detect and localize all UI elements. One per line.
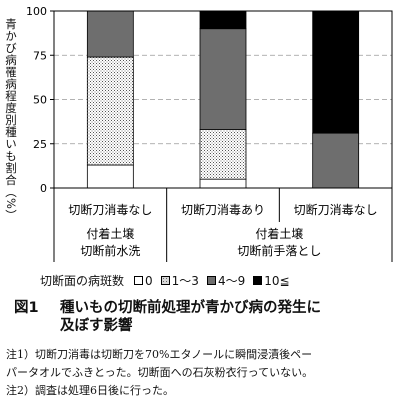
x-tick-label-2: 切断刀消毒なし bbox=[294, 202, 378, 217]
legend-swatch-1 bbox=[160, 276, 170, 285]
legend-label-0: 0 bbox=[145, 273, 153, 288]
note-line-1: 注1）切断刀消毒は切断刀を70%エタノールに瞬間浸漬後ペー bbox=[6, 348, 313, 361]
group-label-1-line1: 付着土壌 bbox=[255, 226, 303, 241]
legend: 切断面の病斑数 0 1～3 4～9 10≦ bbox=[40, 272, 294, 289]
bar-1-series-1 bbox=[199, 129, 247, 180]
figure-title-line2: 及ぼす影響 bbox=[60, 318, 133, 334]
legend-item-2: 4～9 bbox=[206, 272, 246, 289]
figure-number: 図1 bbox=[14, 300, 39, 316]
group-label-1-line2: 切断前手落とし bbox=[237, 243, 321, 258]
bar-0-series-1 bbox=[86, 56, 134, 166]
note-line-2: パータオルでふきとった。切断面への石灰粉衣行っていない。 bbox=[6, 366, 314, 379]
y-tick-label-75: 75 bbox=[33, 49, 47, 62]
bar-0-series-0 bbox=[86, 164, 134, 189]
axes: 0 25 50 75 100 bbox=[26, 5, 393, 195]
y-tick-label-25: 25 bbox=[33, 138, 47, 151]
legend-title: 切断面の病斑数 bbox=[40, 274, 125, 288]
bar-1-series-2 bbox=[199, 28, 247, 130]
legend-item-3: 10≦ bbox=[253, 273, 290, 288]
legend-swatch-3 bbox=[253, 276, 263, 285]
legend-label-2: 4～9 bbox=[217, 274, 246, 288]
figure-title: 図1 種いもの切断前処理が青かび病の発生に 及ぼす影響 bbox=[14, 299, 394, 335]
x-tick-label-1: 切断刀消毒あり bbox=[181, 202, 265, 217]
legend-swatch-2 bbox=[206, 276, 216, 285]
bar-1-series-0 bbox=[199, 178, 247, 189]
legend-swatch-0 bbox=[134, 276, 144, 285]
x-tick-label-0: 切断刀消毒なし bbox=[68, 202, 152, 217]
bar-0-series-2 bbox=[86, 10, 134, 58]
x-labels: 切断刀消毒なし 切断刀消毒あり 切断刀消毒なし付着土壌切断前水洗付着土壌切断前手落と… bbox=[53, 188, 393, 262]
bar-1-series-3 bbox=[199, 10, 247, 30]
legend-label-3: 10≦ bbox=[264, 273, 290, 288]
group-label-0-line1: 付着土壌 bbox=[86, 226, 134, 241]
y-tick-label-0: 0 bbox=[40, 182, 47, 195]
legend-label-1: 1～3 bbox=[171, 274, 199, 288]
bar-2-series-2 bbox=[312, 132, 360, 189]
note-line-3: 注2）調査は処理6日後に行った。 bbox=[6, 384, 174, 397]
figure-title-line1: 種いもの切断前処理が青かび病の発生に bbox=[60, 300, 321, 316]
y-tick-label-50: 50 bbox=[33, 94, 47, 107]
legend-item-1: 1～3 bbox=[160, 272, 199, 289]
y-tick-label-100: 100 bbox=[26, 5, 47, 18]
bar-2-series-3 bbox=[312, 10, 360, 134]
notes: 注1）切断刀消毒は切断刀を70%エタノールに瞬間浸漬後ペー パータオルでふきとっ… bbox=[6, 346, 398, 400]
bars bbox=[86, 10, 360, 189]
legend-item-0: 0 bbox=[134, 274, 153, 288]
group-label-0-line2: 切断前水洗 bbox=[80, 243, 140, 258]
y-axis-label: 青かび病罹病程度別種いも割合（%） bbox=[4, 18, 18, 222]
y-axis-label-wrap: 青かび病罹病程度別種いも割合（%） bbox=[0, 18, 22, 222]
